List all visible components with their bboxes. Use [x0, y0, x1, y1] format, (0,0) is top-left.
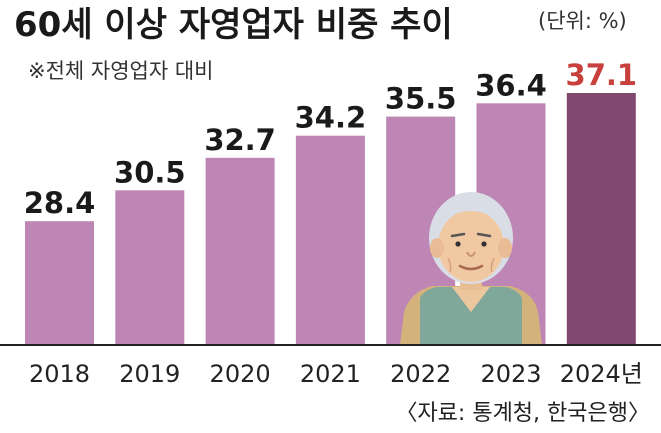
chart-unit: (단위: %) [538, 9, 627, 33]
value-label-2024년: 37.1 [566, 58, 638, 92]
value-label-2019: 30.5 [114, 155, 186, 189]
value-label-2021: 34.2 [295, 101, 367, 135]
bar-2018 [25, 221, 94, 345]
x-tick-label-2018: 2018 [29, 360, 90, 388]
value-label-2023: 36.4 [475, 68, 547, 102]
value-label-2022: 35.5 [385, 82, 457, 116]
bar-2024년 [566, 93, 636, 345]
value-label-2020: 32.7 [204, 123, 276, 157]
bar-2019 [115, 190, 185, 345]
elderly-man-icon [400, 192, 542, 345]
bar-2020 [205, 157, 275, 345]
value-label-2018: 28.4 [24, 186, 96, 220]
x-tick-label-2021: 2021 [300, 360, 361, 388]
x-tick-label-2023: 2023 [480, 360, 541, 388]
bars-group: 28.4 30.5 32.7 34.2 35.5 36.4 37.1 [24, 58, 637, 345]
x-tick-label-2022: 2022 [390, 360, 451, 388]
chart-title: 60세 이상 자영업자 비중 추이 [14, 5, 453, 45]
x-tick-label-2020: 2020 [210, 360, 271, 388]
x-tick-label-2024년: 2024년 [560, 360, 643, 388]
source-note: 〈자료: 통계청, 한국은행〉 [395, 401, 650, 426]
bar-2021 [295, 135, 365, 345]
chart-subtitle: ※전체 자영업자 대비 [28, 59, 214, 83]
x-axis-ticks: 2018 2019 2020 2021 2022 2023 2024년 [29, 360, 643, 388]
x-tick-label-2019: 2019 [119, 360, 180, 388]
